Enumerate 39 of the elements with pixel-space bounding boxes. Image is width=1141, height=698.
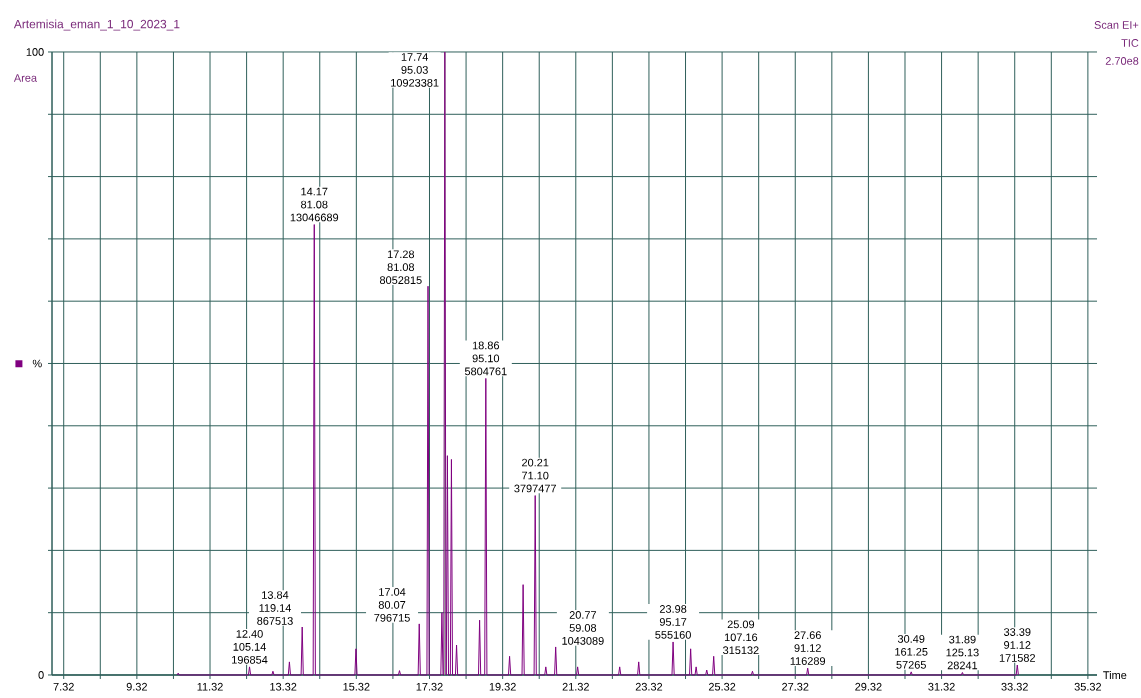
x-tick-label: 7.32: [53, 682, 74, 691]
x-axis-title: Time: [1103, 670, 1127, 680]
x-tick-label: 25.32: [708, 682, 736, 691]
annotation: 14.17 81.08 13046689: [290, 187, 339, 222]
annotation: 13.84 119.14 867513: [257, 591, 293, 625]
x-tick-label: 27.32: [782, 682, 809, 691]
annotation: 33.39 91.12 171582: [999, 628, 1036, 662]
annotation: 31.89 125.13 28241: [946, 635, 979, 670]
x-tick-label: 35.32: [1074, 682, 1102, 691]
x-tick-label: 11.32: [197, 682, 223, 691]
annotation: 27.66 91.12 116289: [790, 631, 826, 665]
x-tick-label: 9.32: [126, 682, 147, 691]
x-tick-label: 19.32: [489, 682, 516, 691]
x-tick-label: 13.32: [270, 682, 297, 691]
annotation: 18.86 95.10 5804761: [464, 341, 507, 376]
x-tick-label: 23.32: [635, 682, 663, 691]
annotation: 23.98 95.17 555160: [655, 605, 691, 639]
x-tick-label: 33.32: [1001, 682, 1028, 691]
annotation: 17.74 95.03 10923381: [391, 53, 439, 87]
annotation: 20.21 71.10 3797477: [514, 458, 556, 493]
text: 2.70e8: [1105, 57, 1139, 65]
text: TIC: [1121, 39, 1139, 47]
x-tick-label: 29.32: [855, 682, 882, 691]
annotation: 30.49 161.25 57265: [895, 635, 928, 669]
annotation: 25.09 107.16 315132: [723, 620, 759, 655]
x-tick-label: 15.32: [343, 682, 370, 691]
annotation: 17.04 80.07 796715: [374, 588, 410, 622]
x-tick-label: 17.32: [416, 682, 443, 691]
y-tick-label: 100: [26, 48, 44, 56]
text: Scan EI+: [1094, 21, 1139, 29]
x-tick-label: 31.32: [928, 682, 955, 691]
text: Area: [13, 74, 38, 82]
chart-title: Artemisia_eman_1_10_2023_1: [13, 19, 180, 31]
annotation: 17.28 81.08 8052815: [379, 250, 422, 285]
y-axis-title: %: [32, 359, 42, 368]
y-tick-label: 0: [38, 671, 44, 679]
x-tick-label: 21.32: [562, 682, 589, 691]
annotation: 20.77 59.08 1043089: [562, 611, 604, 645]
annotation: 12.40 105.14 196854: [232, 630, 268, 664]
